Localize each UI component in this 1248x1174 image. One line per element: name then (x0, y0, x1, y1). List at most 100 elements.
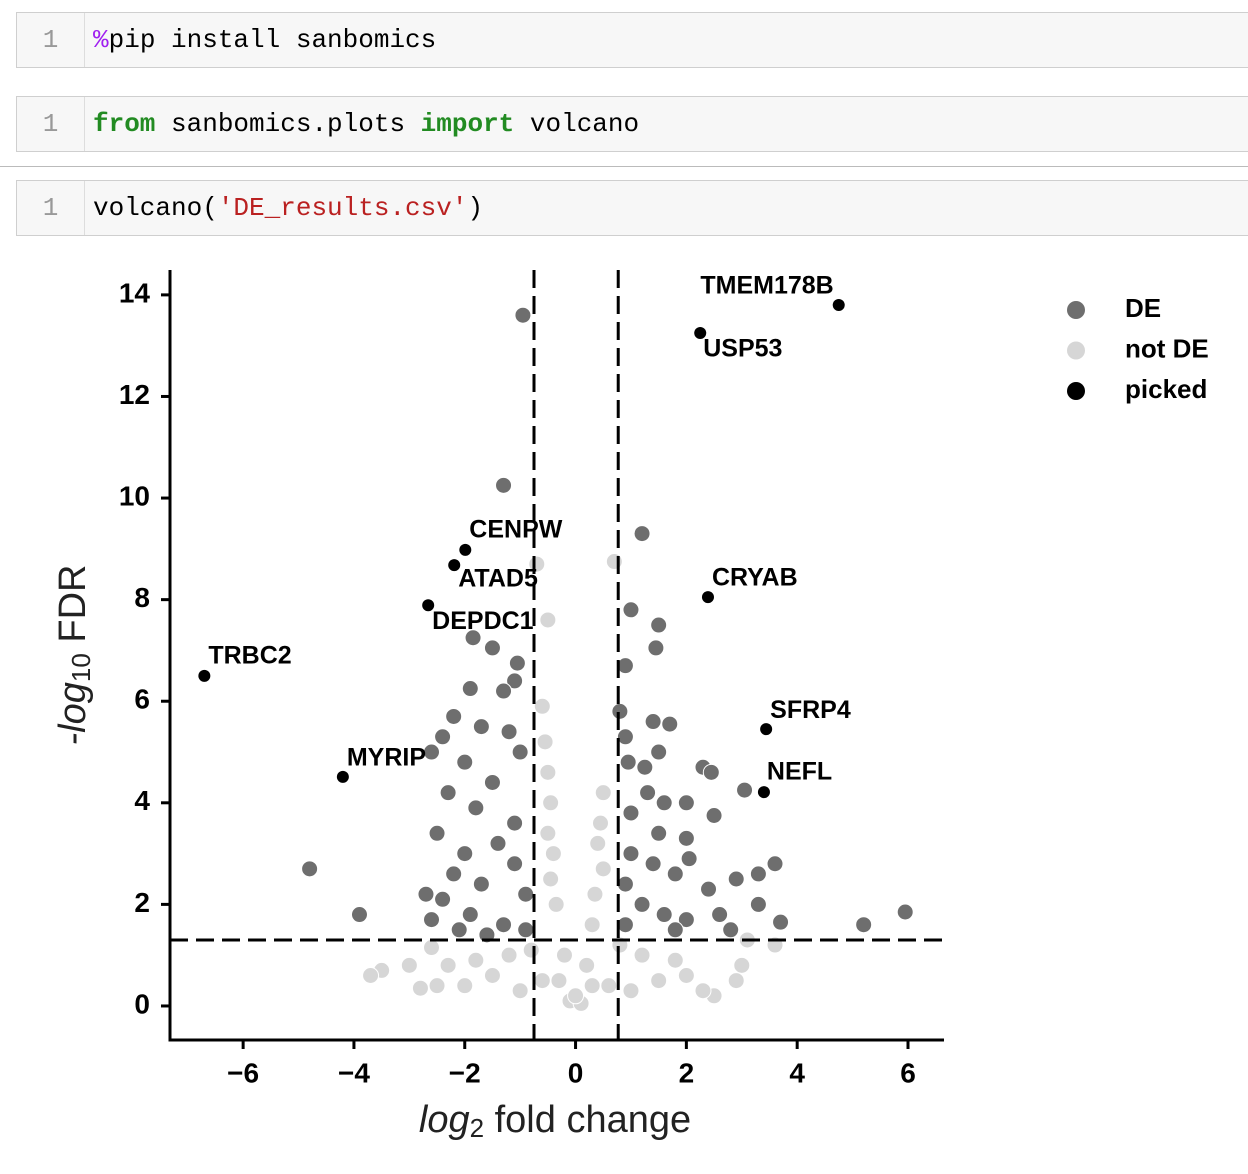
point (522, 941, 540, 959)
code-cell[interactable]: 1 volcano('DE_results.csv') (16, 180, 1248, 236)
x-tick-label: −2 (449, 1057, 481, 1088)
point (511, 743, 529, 761)
code-cell[interactable]: 1 from sanbomics.plots import volcano (16, 96, 1248, 152)
axis-label-part: fold change (484, 1099, 691, 1141)
point (616, 875, 634, 893)
gene-label: USP53 (703, 335, 782, 363)
axis-label-part: log (419, 1099, 470, 1141)
code-token: % (93, 25, 109, 55)
point (650, 824, 668, 842)
legend-label: picked (1125, 374, 1207, 404)
x-tick-label: 0 (568, 1057, 584, 1088)
picked-point (760, 723, 773, 736)
point (350, 906, 368, 924)
legend-marker (1067, 382, 1085, 400)
x-tick-label: −4 (338, 1057, 370, 1088)
y-tick-label: 2 (134, 887, 150, 918)
point (445, 707, 463, 725)
point (362, 966, 380, 984)
legend-marker (1067, 341, 1085, 360)
gene-label: CRYAB (712, 564, 798, 592)
line-number: 1 (17, 13, 85, 67)
point (586, 885, 604, 903)
point (583, 977, 601, 995)
code-token: volcano (514, 109, 640, 139)
point (555, 946, 573, 964)
point (655, 906, 673, 924)
y-tick-label: 0 (134, 988, 150, 1019)
point (666, 951, 684, 969)
y-tick-label: 8 (134, 582, 150, 613)
point (639, 784, 657, 802)
point (722, 921, 740, 939)
point (428, 824, 446, 842)
point (589, 834, 607, 852)
picked-point (198, 669, 211, 682)
point (622, 845, 640, 863)
gene-label: NEFL (767, 758, 832, 786)
point (506, 855, 524, 873)
axis-label-part: 2 (470, 1113, 484, 1143)
point (705, 987, 723, 1005)
point (727, 870, 745, 888)
picked-point (694, 326, 707, 339)
line-number: 1 (17, 97, 85, 151)
point (373, 961, 391, 979)
point (749, 865, 767, 883)
point (517, 885, 535, 903)
gene-label: CENPW (469, 515, 562, 543)
gene-label: MYRIP (347, 744, 426, 772)
gene-label: ATAD5 (458, 565, 538, 593)
point (434, 890, 452, 908)
legend-label: DE (1125, 293, 1161, 323)
point (749, 895, 767, 913)
point (727, 972, 745, 990)
y-tick-label: 12 (119, 379, 150, 410)
point (547, 895, 565, 913)
point (633, 895, 651, 913)
code-token: volcano( (93, 193, 218, 223)
legend-label: not DE (1125, 333, 1209, 363)
point (666, 921, 684, 939)
point (619, 753, 637, 771)
point (855, 916, 873, 934)
picked-point (422, 599, 435, 612)
picked-point (757, 786, 770, 799)
point (533, 972, 551, 990)
point (611, 702, 629, 720)
point (655, 794, 673, 812)
point (478, 926, 496, 944)
point (472, 718, 490, 736)
point (456, 753, 474, 771)
picked-point (459, 543, 472, 556)
picked-point (448, 559, 461, 572)
point (445, 865, 463, 883)
gene-label: DEPDC1 (432, 607, 534, 635)
point (550, 972, 568, 990)
point (511, 982, 529, 1000)
point (533, 697, 551, 715)
point (733, 956, 751, 974)
point (636, 758, 654, 776)
gene-label: SFRP4 (770, 696, 851, 724)
axis-label-part: -log (52, 682, 94, 745)
picked-point (336, 770, 349, 783)
point (622, 982, 640, 1000)
point (644, 855, 662, 873)
point (616, 728, 634, 746)
legend-marker (1067, 301, 1085, 319)
point (650, 616, 668, 634)
axis-label-part: 10 (66, 653, 96, 682)
point (622, 804, 640, 822)
point (622, 601, 640, 619)
point (738, 931, 756, 949)
point (301, 860, 319, 878)
point (467, 799, 485, 817)
point (500, 723, 518, 741)
point (544, 845, 562, 863)
point (772, 913, 790, 931)
point (461, 680, 479, 698)
point (467, 951, 485, 969)
point (644, 713, 662, 731)
code-cell[interactable]: 1 %pip install sanbomics (16, 12, 1248, 68)
